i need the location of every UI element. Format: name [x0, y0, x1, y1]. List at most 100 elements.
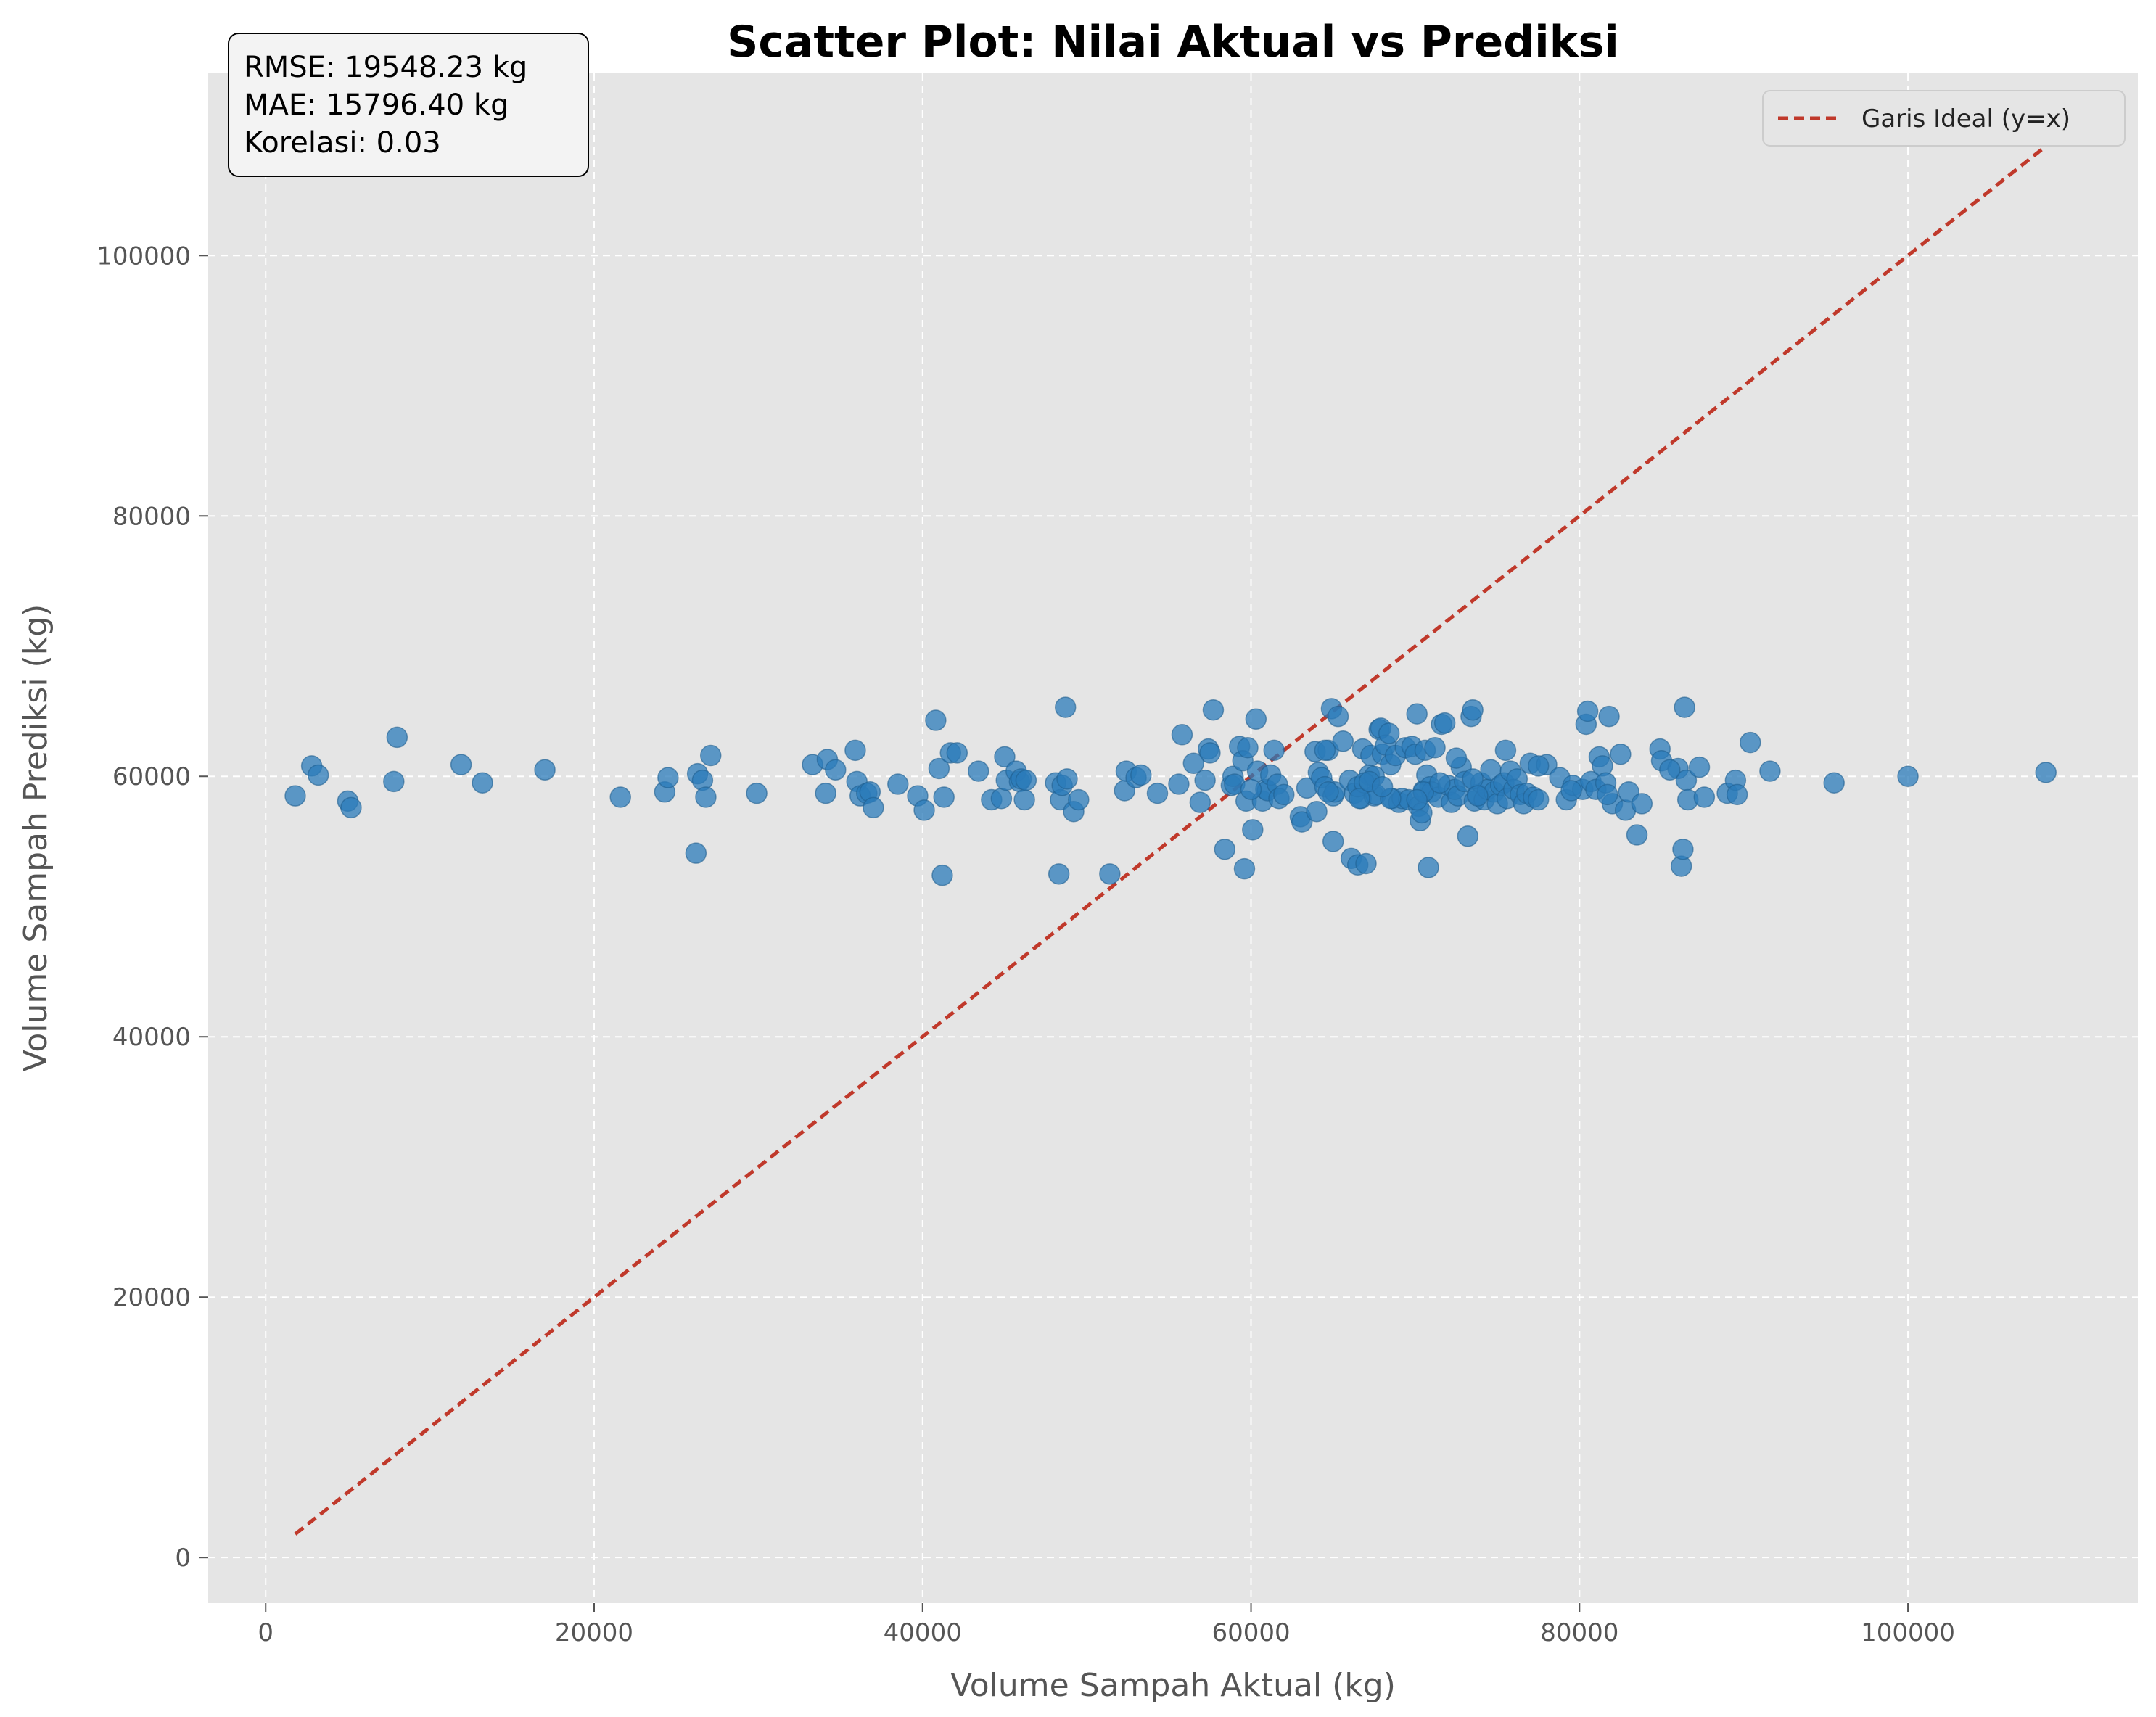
- data-point: [699, 744, 722, 767]
- data-point: [1527, 755, 1550, 777]
- data-point: [1237, 737, 1259, 759]
- data-point: [1467, 785, 1489, 807]
- data-point: [946, 742, 968, 764]
- data-point: [1168, 773, 1190, 795]
- data-point: [1273, 783, 1295, 806]
- x-tick-label: 0: [258, 1618, 273, 1647]
- data-point: [1322, 831, 1344, 852]
- stats-korelasi: Korelasi: 0.03: [244, 126, 441, 160]
- data-point: [1823, 772, 1845, 794]
- data-point: [383, 770, 405, 793]
- data-point: [928, 757, 950, 780]
- data-point: [994, 746, 1016, 768]
- data-point: [1306, 800, 1328, 823]
- data-point: [1146, 782, 1169, 804]
- data-point: [534, 759, 556, 781]
- data-point: [1015, 769, 1037, 791]
- data-point: [685, 842, 707, 864]
- x-axis-label: Volume Sampah Aktual (kg): [950, 1667, 1396, 1704]
- data-point: [1418, 857, 1439, 878]
- data-point: [1726, 783, 1748, 806]
- scatter-points: [284, 696, 2057, 886]
- data-point: [844, 739, 866, 762]
- ideal-line: [294, 144, 2047, 1536]
- data-point: [1171, 724, 1193, 746]
- data-point: [1494, 739, 1517, 762]
- data-point: [1068, 788, 1090, 811]
- y-tick-label: 60000: [112, 762, 191, 791]
- legend: Garis Ideal (y=x): [1762, 90, 2126, 147]
- data-point: [967, 760, 989, 782]
- data-point: [1424, 737, 1446, 759]
- data-point: [1433, 712, 1456, 734]
- data-point: [284, 785, 306, 807]
- data-point: [1626, 824, 1648, 846]
- data-point: [609, 786, 631, 808]
- data-point: [2035, 762, 2057, 783]
- data-point: [1527, 788, 1550, 811]
- data-point: [1291, 811, 1313, 833]
- data-point: [1263, 739, 1285, 762]
- data-point: [307, 764, 329, 786]
- x-tick-label: 20000: [555, 1618, 633, 1647]
- data-point: [1327, 705, 1349, 728]
- stats-rmse: RMSE: 19548.23 kg: [244, 51, 527, 84]
- chart-title: Scatter Plot: Nilai Aktual vs Prediksi: [727, 17, 1619, 67]
- x-tick-label: 80000: [1540, 1618, 1618, 1647]
- data-point: [1378, 722, 1400, 744]
- data-point: [1576, 700, 1599, 722]
- data-point: [1182, 752, 1205, 775]
- data-point: [1659, 759, 1681, 781]
- data-point: [1897, 765, 1919, 787]
- data-point: [695, 786, 717, 808]
- data-point: [1194, 769, 1216, 791]
- data-point: [1314, 739, 1336, 762]
- data-point: [1332, 730, 1354, 752]
- ideal-line-series: [294, 144, 2047, 1536]
- data-point: [386, 726, 408, 749]
- legend-ideal-label: Garis Ideal (y=x): [1861, 104, 2070, 133]
- data-point: [1099, 863, 1121, 885]
- data-point: [933, 786, 955, 808]
- data-point: [1317, 781, 1339, 803]
- data-point: [863, 796, 884, 819]
- data-point: [815, 782, 836, 804]
- data-point: [1598, 705, 1620, 728]
- data-point: [1406, 703, 1428, 725]
- data-point: [1202, 699, 1225, 721]
- data-point: [1233, 857, 1256, 880]
- data-point: [657, 767, 679, 788]
- stats-annotation-box: RMSE: 19548.23 kg MAE: 15796.40 kg Korel…: [228, 33, 589, 177]
- data-point: [1199, 742, 1221, 764]
- data-point: [472, 772, 493, 794]
- y-tick-label: 20000: [112, 1283, 191, 1312]
- data-point: [1245, 708, 1267, 730]
- data-point: [1013, 788, 1035, 811]
- data-point: [746, 782, 768, 804]
- x-tick-label: 60000: [1211, 1618, 1290, 1647]
- stats-mae: MAE: 15796.40 kg: [244, 88, 509, 122]
- data-point: [931, 864, 953, 886]
- stats-box-frame: [228, 33, 589, 177]
- data-point: [825, 759, 847, 781]
- data-point: [1445, 747, 1468, 769]
- data-point: [1693, 786, 1716, 808]
- data-point: [1355, 852, 1377, 875]
- data-point: [1739, 731, 1761, 754]
- data-point: [340, 796, 362, 819]
- data-point: [1406, 788, 1428, 811]
- y-axis-label: Volume Sampah Prediksi (kg): [17, 604, 54, 1072]
- legend-frame: [1762, 90, 2126, 147]
- data-point: [1349, 788, 1370, 810]
- data-point: [1242, 819, 1264, 841]
- data-point: [1674, 696, 1695, 718]
- y-tick-label: 80000: [112, 502, 191, 531]
- data-point: [1688, 756, 1711, 778]
- data-point: [1130, 764, 1152, 786]
- data-point: [1597, 783, 1618, 806]
- data-point: [1054, 696, 1077, 718]
- data-point: [1672, 839, 1694, 860]
- x-tick-label: 100000: [1861, 1618, 1955, 1647]
- data-point: [1214, 839, 1236, 860]
- data-point: [1189, 791, 1211, 813]
